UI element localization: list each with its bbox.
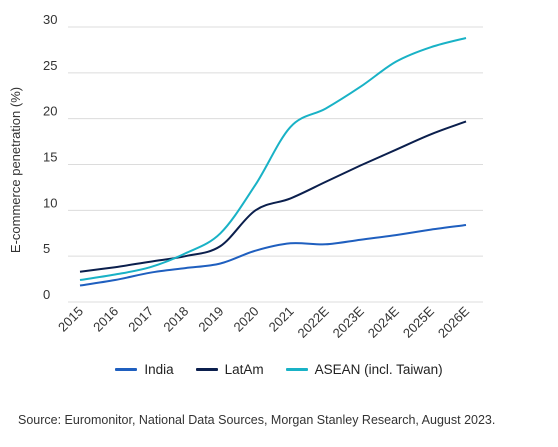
- x-axis-ticks: 2015 2016 2017 2018 2019 2020 20212022E2023E20…: [55, 303, 472, 340]
- legend: India LatAm ASEAN (incl. Taiwan): [0, 362, 558, 377]
- legend-item-asean: ASEAN (incl. Taiwan): [285, 362, 443, 377]
- legend-item-latam: LatAm: [195, 362, 264, 377]
- x-tick-label: 2018: [160, 304, 191, 335]
- y-tick-label: 15: [43, 150, 57, 165]
- x-tick-label: 2023E: [330, 303, 367, 340]
- legend-swatch-india: [115, 368, 138, 371]
- y-tick-label: 25: [43, 58, 57, 73]
- series-lines: [79, 37, 467, 287]
- y-axis-ticks: 0 5 10 15 20 25 30: [43, 12, 57, 302]
- y-tick-label: 0: [43, 287, 50, 302]
- x-tick-label: 2026E: [435, 303, 472, 340]
- series-line-latam: [79, 120, 467, 273]
- y-tick-label: 10: [43, 195, 57, 210]
- legend-item-india: India: [115, 362, 174, 377]
- x-tick-label: 2015: [55, 304, 86, 335]
- x-tick-label: 2017: [125, 304, 156, 335]
- y-tick-label: 20: [43, 104, 57, 119]
- x-tick-label: 2021: [266, 304, 297, 335]
- y-tick-label: 30: [43, 12, 57, 27]
- x-tick-label: 2020: [231, 304, 262, 335]
- x-tick-label: 2025E: [400, 303, 437, 340]
- x-tick-label: 2019: [195, 304, 226, 335]
- series-line-asean-incl-taiwan: [79, 37, 467, 281]
- x-tick-label: 2016: [90, 304, 121, 335]
- legend-swatch-asean: [285, 368, 308, 371]
- y-axis-label: E-commerce penetration (%): [8, 87, 23, 253]
- gridlines: [68, 26, 483, 303]
- x-tick-label: 2024E: [365, 303, 402, 340]
- legend-label-india: India: [144, 362, 174, 377]
- x-tick-label: 2022E: [295, 303, 332, 340]
- series-line-india: [79, 224, 467, 287]
- y-tick-label: 5: [43, 241, 50, 256]
- legend-label-latam: LatAm: [224, 362, 264, 377]
- legend-label-asean: ASEAN (incl. Taiwan): [314, 362, 443, 377]
- source-note: Source: Euromonitor, National Data Sourc…: [18, 413, 496, 427]
- legend-swatch-latam: [195, 368, 218, 371]
